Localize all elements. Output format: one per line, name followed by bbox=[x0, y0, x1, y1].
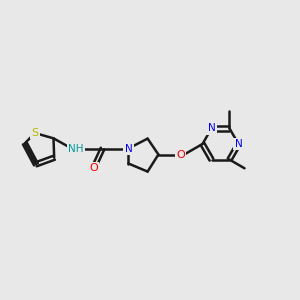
Text: O: O bbox=[176, 149, 185, 160]
Text: S: S bbox=[31, 128, 38, 138]
Text: NH: NH bbox=[68, 143, 83, 154]
Text: N: N bbox=[235, 139, 242, 149]
Text: O: O bbox=[89, 163, 98, 173]
Text: N: N bbox=[208, 123, 215, 134]
Text: N: N bbox=[124, 143, 132, 154]
